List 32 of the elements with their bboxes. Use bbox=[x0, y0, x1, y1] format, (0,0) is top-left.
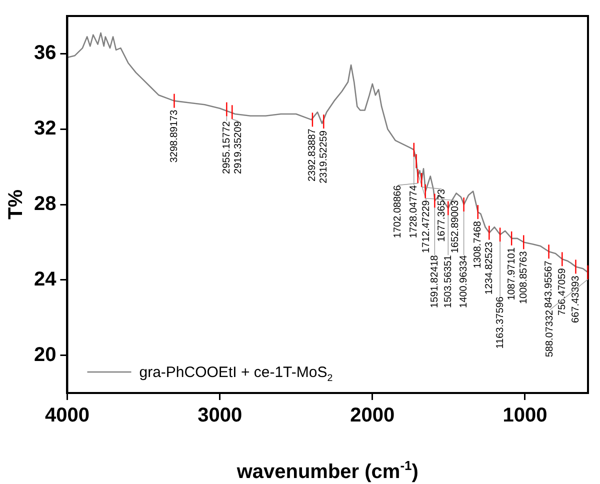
annotation: 3298.89173 bbox=[168, 109, 180, 163]
y-tick-label: 20 bbox=[34, 344, 56, 366]
annotation: 1702.08866 bbox=[392, 184, 404, 238]
x-tick-label: 2000 bbox=[350, 404, 395, 427]
x-tick-label: 3000 bbox=[198, 404, 242, 427]
y-tick-label: 28 bbox=[34, 193, 56, 216]
annotation: 1652.89003 bbox=[450, 200, 462, 254]
annotation: 1008.85763 bbox=[518, 250, 530, 304]
annotation: 843.95567 bbox=[544, 260, 555, 308]
annotation: 2955.15772 bbox=[221, 120, 232, 174]
y-axis-title: T% bbox=[5, 189, 27, 220]
y-tick-label: 32 bbox=[34, 118, 56, 140]
annotation: 2919.35209 bbox=[232, 120, 244, 174]
annotation: 2319.52259 bbox=[318, 130, 330, 184]
annotation: 756.47059 bbox=[556, 268, 568, 316]
y-tick-label: 36 bbox=[34, 42, 56, 64]
annotation: 1163.37596 bbox=[494, 296, 506, 349]
annotation: 588.07332 bbox=[544, 309, 556, 358]
x-tick-label: 1000 bbox=[502, 404, 548, 427]
annotation: 1677.36573 bbox=[436, 188, 448, 242]
annotation: 1087.97101 bbox=[506, 247, 518, 300]
annotation: 1728.04774 bbox=[408, 184, 420, 238]
annotation: 1400.96334 bbox=[458, 254, 470, 308]
annotation: 1591.82418 bbox=[429, 254, 440, 308]
annotation: 1503.56351 bbox=[442, 254, 454, 308]
x-tick-label: 4000 bbox=[44, 404, 90, 427]
annotation: 2392.83887 bbox=[307, 128, 318, 182]
annotation: 1308.7468 bbox=[472, 220, 484, 268]
y-tick-label: 24 bbox=[34, 268, 58, 290]
annotation: 1234.82523 bbox=[484, 241, 495, 295]
annotation: 1712.47229 bbox=[421, 200, 432, 254]
annotation: 667.43393 bbox=[570, 275, 582, 323]
